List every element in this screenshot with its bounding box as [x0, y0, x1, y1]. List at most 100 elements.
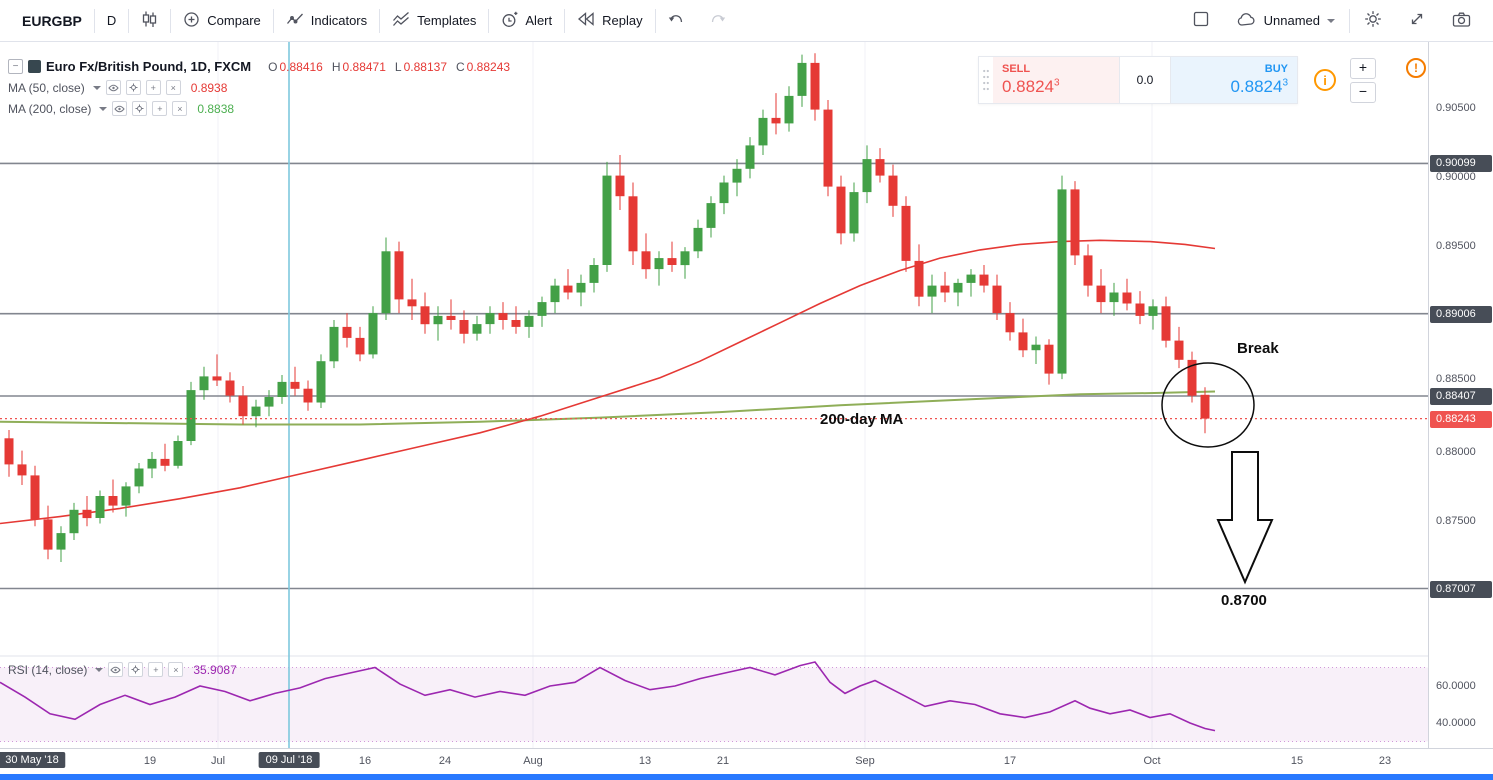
fullscreen-button[interactable] — [1396, 6, 1438, 36]
price-axis-label: 0.87500 — [1436, 515, 1476, 527]
toolbar-divider — [128, 8, 130, 33]
compare-button[interactable]: Compare — [171, 6, 272, 36]
chart-plot[interactable] — [0, 42, 1428, 748]
drag-handle-icon[interactable] — [979, 57, 993, 103]
chart-legend: − Euro Fx/British Pound, 1D, FXCM O 0.884… — [8, 56, 517, 119]
redo-button[interactable] — [697, 6, 738, 36]
gear-icon — [1364, 10, 1382, 31]
indicator-settings-icon[interactable] — [128, 662, 144, 677]
time-axis-label: 17 — [1003, 755, 1017, 767]
chevron-down-icon — [1327, 18, 1335, 23]
toolbar-divider — [93, 8, 95, 33]
toolbar-divider — [564, 8, 566, 33]
indicator-settings-icon[interactable] — [125, 80, 141, 95]
undo-icon — [668, 12, 685, 29]
toolbar-divider — [1349, 8, 1350, 33]
high-value: 0.88471 — [342, 59, 386, 74]
toolbar-divider — [654, 8, 656, 33]
toolbar-divider — [488, 8, 490, 33]
settings-button[interactable] — [1352, 6, 1394, 36]
eye-icon[interactable] — [112, 101, 128, 116]
time-axis-label: Jul — [210, 755, 226, 767]
add-icon[interactable]: + — [152, 101, 168, 116]
add-icon[interactable]: + — [148, 662, 164, 677]
time-axis-label: 23 — [1378, 755, 1392, 767]
templates-icon — [392, 11, 410, 30]
price-axis-label: 0.90500 — [1436, 102, 1476, 114]
close-icon[interactable]: × — [168, 662, 184, 677]
ma200-legend-row: MA (200, close) + × 0.8838 — [8, 98, 517, 119]
layout-button[interactable] — [1180, 6, 1222, 36]
eye-icon[interactable] — [105, 80, 121, 95]
symbol-button[interactable]: EURGBP — [10, 6, 94, 36]
legend-collapse-icon[interactable]: − — [8, 59, 23, 74]
price-axis-label: 0.88000 — [1436, 446, 1476, 458]
add-icon[interactable]: + — [145, 80, 161, 95]
buy-button[interactable]: BUY 0.88243 — [1171, 57, 1297, 103]
price-axis[interactable]: 0.90500 0.90099 0.90000 0.89500 0.89006 0.885… — [1428, 42, 1493, 748]
info-icon[interactable]: i — [1314, 69, 1336, 91]
time-axis-label: Aug — [523, 755, 543, 767]
indicators-button[interactable]: Indicators — [274, 6, 379, 36]
toolbar-divider — [379, 8, 381, 33]
time-axis-label: 19 — [143, 755, 157, 767]
replay-icon — [577, 12, 595, 29]
break-circle-drawing[interactable] — [1161, 362, 1255, 448]
sell-button[interactable]: SELL 0.88243 — [993, 57, 1119, 103]
layout-icon — [1192, 10, 1210, 31]
price-axis-badge: 0.89006 — [1430, 306, 1492, 323]
compare-icon — [183, 11, 200, 31]
symbol-label: EURGBP — [22, 12, 82, 29]
down-arrow-drawing[interactable] — [1216, 451, 1274, 585]
rsi-value: 35.9087 — [193, 662, 237, 677]
top-toolbar: EURGBP D Compare Indicators — [0, 0, 1493, 42]
ma200-value: 0.8838 — [197, 101, 235, 116]
eye-icon[interactable] — [108, 662, 124, 677]
redo-icon — [709, 12, 726, 29]
ma200-label: MA (200, close) — [8, 101, 92, 116]
cloud-icon — [1236, 12, 1257, 30]
ma50-label: MA (50, close) — [8, 80, 85, 95]
chart-title: Euro Fx/British Pound, 1D, FXCM — [46, 59, 252, 74]
time-axis-badge: 30 May '18 — [0, 752, 66, 768]
chevron-down-icon — [99, 106, 108, 111]
sell-price: 0.88243 — [1002, 77, 1060, 96]
increase-button[interactable]: + — [1350, 57, 1376, 79]
time-axis-label: Sep — [855, 755, 875, 767]
rsi-line — [0, 661, 1216, 732]
break-annotation[interactable]: Break — [1237, 340, 1279, 357]
undo-button[interactable] — [656, 6, 697, 36]
time-axis-label: Oct — [1143, 755, 1161, 767]
horizontal-line-drawings[interactable] — [0, 162, 1428, 590]
close-icon[interactable]: × — [165, 80, 181, 95]
ma50-legend-row: MA (50, close) + × 0.8938 — [8, 77, 517, 98]
time-axis-badge: 09 Jul '18 — [258, 752, 320, 768]
chart-canvas[interactable]: − Euro Fx/British Pound, 1D, FXCM O 0.884… — [0, 42, 1428, 748]
time-axis[interactable]: 30 May '18 19 Jul 09 Jul '18 16 24 Aug 13 21 Sep 1… — [0, 748, 1493, 774]
cloud-layout-menu[interactable]: Unnamed — [1224, 6, 1347, 36]
replay-button[interactable]: Replay — [565, 6, 654, 36]
alert-clock-icon — [501, 11, 518, 31]
camera-icon — [1452, 11, 1471, 31]
chevron-down-icon — [92, 85, 101, 90]
alert-button[interactable]: Alert — [489, 6, 564, 36]
rsi-band — [0, 667, 1428, 742]
candlestick-series — [4, 53, 1210, 562]
interval-button[interactable]: D — [106, 13, 117, 28]
chevron-down-icon — [95, 667, 104, 672]
chart-style-button[interactable] — [129, 6, 170, 36]
target-price-annotation[interactable]: 0.8700 — [1221, 592, 1267, 609]
data-warning-icon[interactable]: ! — [1406, 58, 1426, 78]
indicator-settings-icon[interactable] — [132, 101, 148, 116]
ma200-annotation[interactable]: 200-day MA — [820, 411, 904, 428]
decrease-button[interactable]: − — [1350, 81, 1376, 103]
indicators-icon — [286, 11, 304, 30]
candlestick-style-icon — [141, 10, 158, 31]
price-axis-label: 0.88500 — [1436, 373, 1476, 385]
order-panel: SELL 0.88243 0.0 BUY 0.88243 i + − — [978, 56, 1376, 104]
snapshot-button[interactable] — [1440, 6, 1483, 36]
price-axis-label: 0.89500 — [1436, 240, 1476, 252]
close-icon[interactable]: × — [172, 101, 188, 116]
templates-button[interactable]: Templates — [380, 6, 488, 36]
